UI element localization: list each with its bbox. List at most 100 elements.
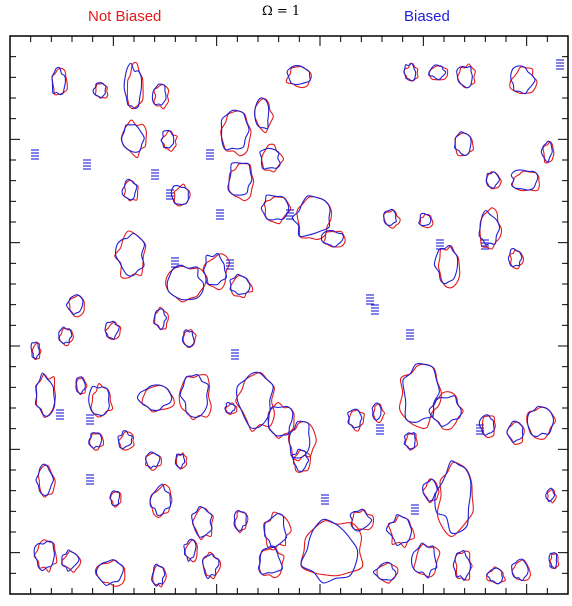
contour-blue — [58, 326, 73, 345]
contour-blue — [545, 487, 556, 503]
contour-blue — [433, 244, 459, 285]
contour-red — [31, 342, 42, 360]
contour-blue — [403, 432, 416, 450]
contour-blue — [65, 294, 84, 315]
contour-blue — [454, 131, 472, 156]
contour-red — [300, 520, 364, 577]
plot-frame — [9, 35, 569, 595]
contour-blue — [75, 376, 86, 395]
contour-red — [126, 61, 144, 110]
contour-blue — [183, 538, 197, 562]
contour-blue — [149, 483, 172, 516]
contour-red — [235, 372, 275, 432]
contour-blue — [30, 341, 40, 360]
contour-blue — [170, 185, 189, 206]
contour-blue — [486, 567, 503, 585]
contour-blue — [347, 408, 363, 429]
contour-blue — [227, 162, 253, 196]
contour-blue — [286, 65, 311, 86]
contour-red — [547, 488, 557, 504]
contour-blue — [320, 229, 344, 248]
contour-blue — [123, 62, 143, 109]
contour-blue — [260, 194, 290, 221]
legend-not-biased: Not Biased — [88, 8, 162, 25]
contour-blue — [121, 178, 138, 201]
contour-blue — [151, 83, 167, 106]
contour-blue — [428, 64, 447, 81]
contour-red — [37, 464, 56, 498]
contour-blue — [349, 508, 373, 532]
contour-blue — [410, 542, 438, 579]
contour-blue — [166, 264, 205, 301]
contour-blue — [300, 518, 359, 584]
omega-label: Ω = 1 — [262, 4, 301, 19]
contour-blue — [434, 460, 472, 535]
contour-blue — [160, 129, 175, 149]
contour-blue — [511, 558, 529, 582]
contour-red — [175, 452, 188, 470]
contour-red — [404, 433, 418, 451]
contour-blue — [220, 109, 250, 151]
contour-blue — [153, 308, 168, 330]
contour-blue — [33, 540, 55, 572]
contour-blue — [191, 505, 213, 538]
contour-blue — [422, 478, 438, 502]
contour-blue — [548, 552, 558, 569]
contour-blue — [174, 453, 186, 469]
contour-blue — [88, 432, 103, 449]
contour-blue — [485, 171, 501, 189]
contour-blue — [452, 549, 471, 581]
contour-red — [383, 209, 401, 229]
legend-biased: Biased — [404, 8, 450, 25]
contour-blue — [233, 509, 247, 532]
contour-blue — [259, 147, 281, 170]
contour-red — [437, 245, 461, 289]
contour-blue — [526, 405, 555, 437]
contour-red — [165, 265, 207, 303]
contour-blue — [203, 252, 228, 286]
contour-blue — [291, 195, 331, 238]
contour-red — [351, 509, 375, 531]
contour-blue — [61, 549, 80, 572]
contour-blue — [507, 248, 523, 267]
contour-blue — [51, 66, 66, 96]
contour-red — [549, 552, 560, 570]
contour-blue — [34, 372, 56, 417]
contour-red — [511, 170, 540, 192]
contour-blue — [151, 563, 166, 587]
contour-blue — [236, 371, 274, 429]
contour-blue — [510, 65, 536, 95]
contour-blue — [267, 405, 294, 437]
contour-blue — [121, 124, 145, 153]
contour-red — [90, 383, 114, 418]
contour-red — [454, 550, 473, 581]
contour-blue — [104, 320, 120, 340]
contour-red — [263, 511, 292, 551]
contour-blue — [114, 232, 145, 277]
contour-red — [154, 306, 169, 331]
contour-blue — [403, 62, 417, 82]
contour-blue — [136, 384, 173, 412]
contour-blue — [202, 553, 220, 580]
contour-blue — [385, 514, 413, 547]
contour-red — [153, 84, 170, 110]
not-biased-contours — [31, 61, 560, 588]
contour-blue — [254, 97, 270, 130]
contour-blue — [229, 273, 251, 295]
axis-ticks — [9, 35, 569, 595]
contour-red — [373, 403, 386, 424]
contour-blue — [224, 402, 236, 414]
contour-blue — [264, 513, 288, 549]
contour-red — [178, 373, 212, 421]
contour-red — [486, 566, 506, 585]
contour-blue — [402, 362, 440, 423]
contour-blue — [540, 140, 553, 163]
contour-blue — [145, 451, 161, 469]
contour-blue — [456, 65, 473, 89]
contour-red — [509, 66, 538, 95]
contour-blue — [510, 169, 539, 191]
contour-red — [76, 376, 88, 396]
contour-red — [322, 230, 346, 248]
contour-blue — [95, 559, 124, 586]
